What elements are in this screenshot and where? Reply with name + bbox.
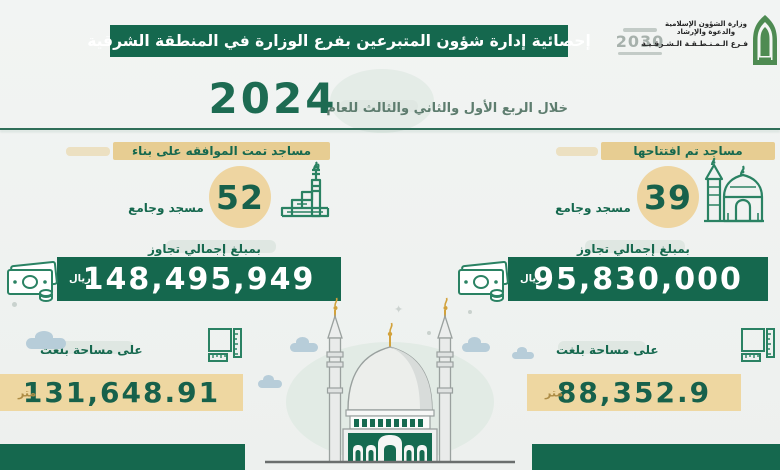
cloud-icon	[290, 337, 318, 352]
decor-dot	[427, 331, 431, 335]
approved-count: 52	[216, 177, 264, 217]
ministry-wordmark: وزارة الشؤون الإسلامية والدعوة والإرشاد …	[641, 20, 748, 48]
approved-ribbon: مساجد تمت الموافقه على بناء	[113, 142, 330, 160]
currency-label: ريال	[69, 273, 91, 285]
vision-2030-year: 2030	[615, 32, 665, 51]
mosque-illustration	[252, 296, 528, 468]
approved-amount-label: بمبلغ إجمالي تجاوز	[148, 238, 332, 257]
opened-count: 39	[644, 177, 692, 217]
approved-area-bar: متر 131,648.91	[0, 374, 243, 411]
ribbon-extension	[66, 147, 110, 156]
opened-area-value: 88,352.9	[556, 376, 712, 409]
label-band	[166, 240, 276, 253]
construction-bricks-minaret-icon	[278, 160, 332, 232]
approved-count-badge: 52	[209, 166, 271, 228]
period-label: خلال الربع الأول والثاني والثالث للعام	[326, 100, 568, 116]
label-band	[558, 341, 646, 354]
cloud-icon	[26, 330, 66, 349]
header-divider-line	[0, 128, 780, 130]
meter-label: متر	[18, 386, 37, 399]
period-label-band	[340, 100, 418, 112]
cloud-icon	[462, 337, 490, 352]
approved-unit-label: مسجد وجامع	[128, 201, 204, 215]
footer-bar-right	[532, 444, 780, 470]
opened-amount-label: بمبلغ إجمالي تجاوز	[577, 240, 690, 256]
money-icon	[455, 260, 511, 308]
approved-area-value: 131,648.91	[22, 376, 221, 409]
vision-2030-logo: 2030	[611, 26, 669, 57]
ministry-name-calligraphy: وزارة الشؤون الإسلامية والدعوة والإرشاد	[665, 20, 747, 36]
mosque-icon	[700, 157, 768, 235]
decor-dot	[468, 310, 472, 314]
ministry-branch-label: فـرع الـمـنـطـقـة الـشـرقـيـة	[641, 39, 748, 48]
sparkle-icon: ✦	[394, 303, 404, 316]
cloud-icon	[258, 374, 282, 388]
opened-area-label: على مساحة بلغت	[556, 341, 659, 357]
label-band	[585, 240, 685, 253]
ministry-emblem-icon	[750, 13, 780, 73]
footer-bar-left	[0, 444, 245, 470]
opened-unit-label: مسجد وجامع	[555, 201, 631, 215]
approved-amount-value: 148,495,949	[82, 261, 316, 297]
year-value: 2024	[208, 74, 338, 123]
vision-logo-bottom-mark	[618, 52, 662, 55]
approved-amount-bar: ريال 148,495,949	[57, 257, 341, 301]
opened-area-bar: متر 88,352.9	[527, 374, 741, 411]
header-title-bar: إحصائية إدارة شؤون المتبرعين بفرع الوزار…	[87, 25, 591, 57]
decor-dot	[12, 302, 17, 307]
page-title: إحصائية إدارة شؤون المتبرعين بفرع الوزار…	[87, 32, 591, 50]
vision-logo-top-mark	[623, 28, 657, 32]
opened-amount-value: 95,830,000	[533, 261, 743, 297]
opened-amount-bar: ريال 95,830,000	[508, 257, 768, 301]
cloud-icon	[512, 347, 534, 359]
meter-label: متر	[545, 386, 564, 399]
ribbon-extension	[556, 147, 598, 156]
area-ruler-icon	[740, 327, 776, 369]
money-icon	[4, 260, 60, 308]
opened-ribbon: مساجد تم افتتاحها	[601, 142, 775, 160]
currency-label: ريال	[520, 273, 542, 285]
area-ruler-icon	[207, 327, 243, 369]
opened-count-badge: 39	[637, 166, 699, 228]
